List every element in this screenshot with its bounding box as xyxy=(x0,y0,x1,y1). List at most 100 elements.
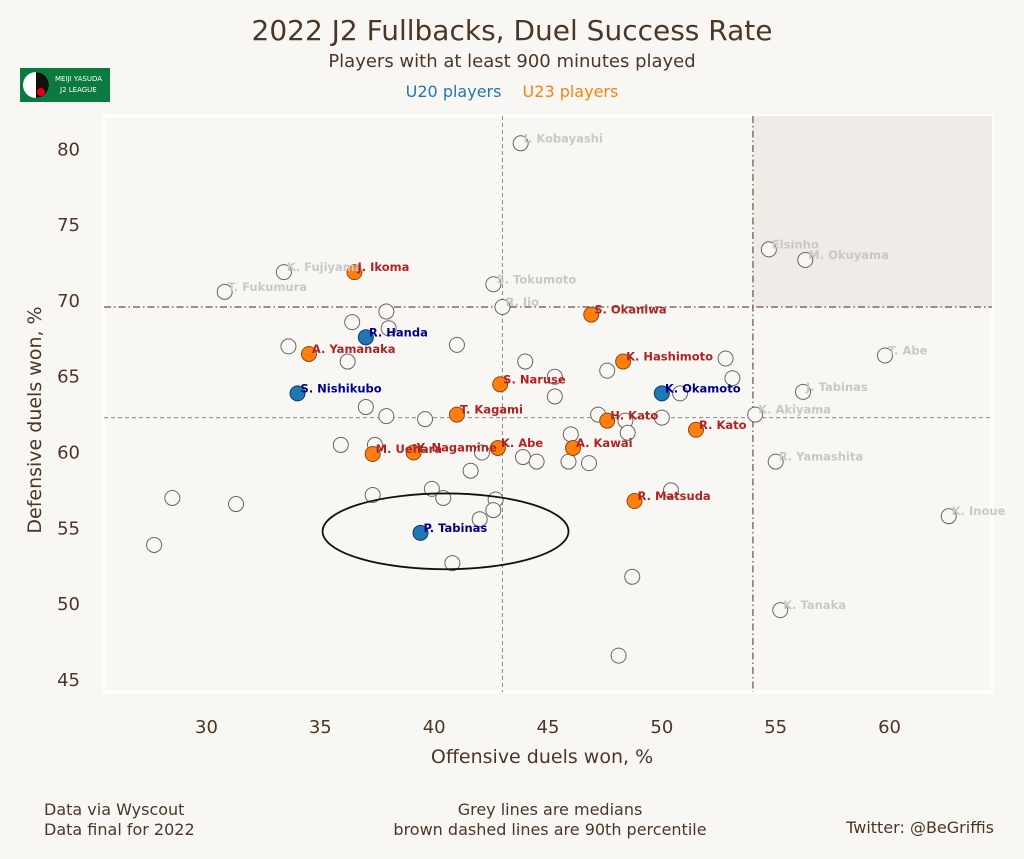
data-point xyxy=(485,502,502,519)
data-point xyxy=(876,347,893,364)
j2-league-logo: MEIJI YASUDA J2 LEAGUE xyxy=(20,68,110,102)
y-axis-label: Defensive duels won, % xyxy=(24,306,46,533)
point-label: R. Kato xyxy=(699,418,747,432)
data-point xyxy=(275,264,292,281)
data-point xyxy=(339,353,356,370)
data-point xyxy=(280,338,297,355)
y-tick-label: 60 xyxy=(57,443,80,464)
chart-subtitle: Players with at least 900 minutes played xyxy=(328,51,696,72)
point-label: H. Kato xyxy=(610,409,658,423)
data-point xyxy=(610,647,627,664)
data-point xyxy=(760,241,777,258)
data-point xyxy=(494,298,511,315)
data-point xyxy=(448,336,465,353)
data-point xyxy=(599,412,616,429)
data-point xyxy=(619,424,636,441)
data-point xyxy=(364,486,381,503)
data-point xyxy=(514,449,531,466)
point-label: P. Tabinas xyxy=(423,521,487,535)
point-label: K. Okamoto xyxy=(665,381,741,395)
data-point xyxy=(797,252,814,268)
x-tick-label: 55 xyxy=(764,717,787,738)
point-label: K. Hashimoto xyxy=(626,350,713,364)
data-point xyxy=(599,362,616,379)
point-label: A. Yamanaka xyxy=(312,342,396,356)
point-label: I. Kobayashi xyxy=(524,131,603,145)
data-point xyxy=(228,496,245,513)
data-point xyxy=(417,411,434,428)
data-point xyxy=(300,345,317,362)
point-label: J. Tabinas xyxy=(805,380,868,394)
point-label: M. Okuyama xyxy=(808,248,888,262)
x-tick-label: 35 xyxy=(309,717,332,738)
footer-source-line2: Data final for 2022 xyxy=(44,820,195,839)
point-label: T. Fukumura xyxy=(228,280,307,294)
footer-source: Data via Wyscout Data final for 2022 xyxy=(44,800,195,840)
data-point xyxy=(767,453,784,470)
data-point xyxy=(492,376,509,393)
footer-note-line1: Grey lines are medians xyxy=(457,800,643,819)
point-label: Y. Nagamine xyxy=(416,441,497,455)
data-point xyxy=(164,489,181,506)
data-point xyxy=(724,370,741,387)
y-tick-label: 75 xyxy=(57,215,80,236)
x-tick-label: 40 xyxy=(423,717,446,738)
data-point xyxy=(517,353,534,370)
data-point xyxy=(412,524,429,541)
data-point xyxy=(615,353,632,370)
data-point xyxy=(672,385,689,402)
y-tick-label: 65 xyxy=(57,367,80,388)
highlight-ellipse xyxy=(321,492,570,571)
data-point xyxy=(747,406,764,423)
data-point xyxy=(795,383,812,400)
point-label: R. Handa xyxy=(369,325,428,339)
footer-credit: Twitter: @BeGriffis xyxy=(846,818,994,837)
chart-title: 2022 J2 Fullbacks, Duel Success Rate xyxy=(251,14,773,47)
footer-source-line1: Data via Wyscout xyxy=(44,800,185,819)
point-label: T. Abe xyxy=(888,343,928,357)
y-tick-label: 45 xyxy=(57,670,80,691)
data-point xyxy=(717,350,734,367)
highlight-region xyxy=(752,116,992,307)
point-label: K. Akiyama xyxy=(758,403,831,417)
point-label: J. Ikoma xyxy=(356,260,409,274)
data-point xyxy=(624,568,641,585)
point-label: R. Matsuda xyxy=(638,489,711,503)
data-point xyxy=(546,388,563,405)
point-label: T. Kagami xyxy=(460,403,523,417)
point-label: K. Fujiyama xyxy=(287,260,363,274)
point-label: K. Tanaka xyxy=(783,598,846,612)
data-point xyxy=(653,385,670,402)
point-label: K. Inoue xyxy=(952,504,1006,518)
data-point xyxy=(653,409,670,426)
data-point xyxy=(580,455,597,472)
data-point xyxy=(346,264,363,281)
data-point xyxy=(462,462,479,479)
data-point xyxy=(528,453,545,470)
point-label: M. Uehara xyxy=(376,442,442,456)
data-point xyxy=(344,314,361,331)
point-label: S. Naruse xyxy=(503,372,566,386)
data-point xyxy=(512,135,529,152)
data-point xyxy=(626,493,643,510)
y-tick-label: 70 xyxy=(57,291,80,312)
data-point xyxy=(378,303,395,320)
point-label: R. Iio xyxy=(505,295,539,309)
data-point xyxy=(485,276,502,293)
data-point xyxy=(546,368,563,385)
data-point xyxy=(289,385,306,402)
x-tick-label: 45 xyxy=(537,717,560,738)
data-point xyxy=(332,436,349,453)
data-point xyxy=(357,329,374,346)
x-tick-label: 50 xyxy=(650,717,673,738)
y-tick-label: 50 xyxy=(57,594,80,615)
data-point xyxy=(444,555,461,572)
point-label: S. Nishikubo xyxy=(301,381,382,395)
point-label: A. Kawai xyxy=(576,436,632,450)
point-label: S. Okaniwa xyxy=(594,303,666,317)
data-point xyxy=(489,439,506,456)
data-point xyxy=(378,408,395,425)
logo-line1: MEIJI YASUDA xyxy=(55,75,102,83)
data-point xyxy=(662,482,679,499)
